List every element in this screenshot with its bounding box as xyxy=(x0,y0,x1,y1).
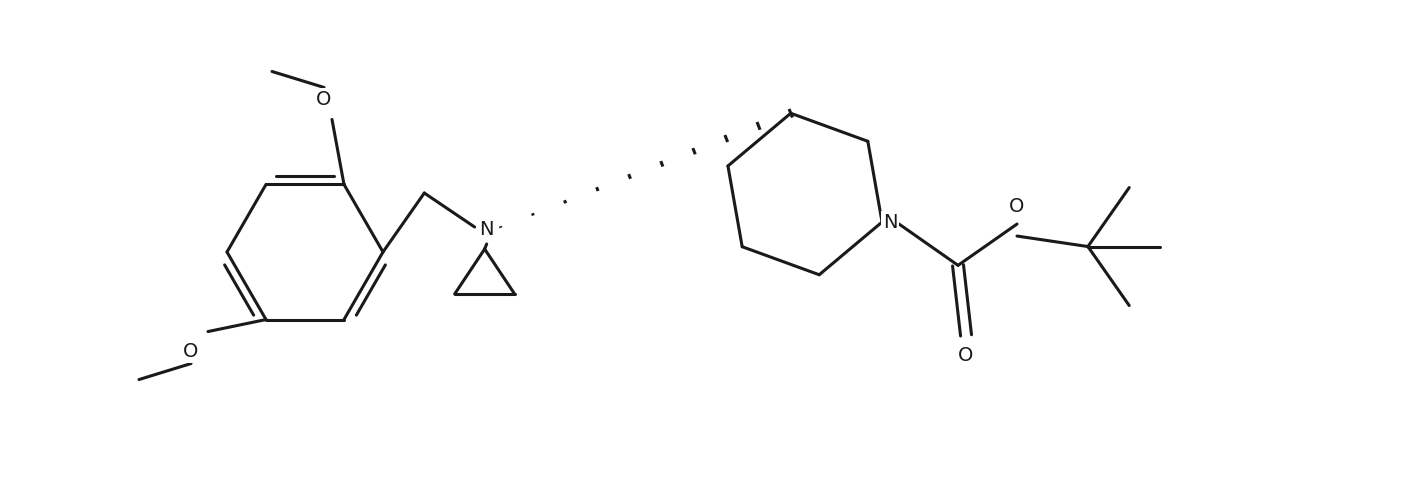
Text: N: N xyxy=(479,220,493,238)
Text: O: O xyxy=(184,342,198,361)
Text: O: O xyxy=(958,346,974,365)
Text: N: N xyxy=(883,213,897,231)
Text: O: O xyxy=(1010,197,1025,216)
Text: O: O xyxy=(317,90,332,109)
